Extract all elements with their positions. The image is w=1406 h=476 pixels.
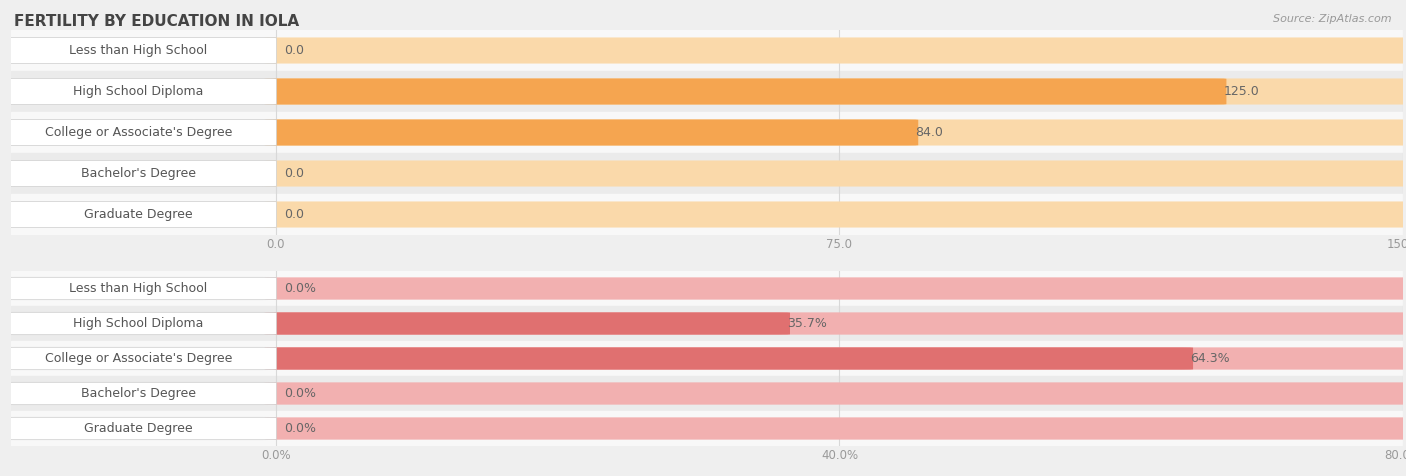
FancyBboxPatch shape: [0, 312, 277, 335]
FancyBboxPatch shape: [0, 417, 277, 440]
FancyBboxPatch shape: [264, 347, 1194, 370]
Text: 64.3%: 64.3%: [1191, 352, 1230, 365]
FancyBboxPatch shape: [264, 119, 1406, 146]
FancyBboxPatch shape: [264, 347, 1406, 370]
FancyBboxPatch shape: [264, 312, 790, 335]
FancyBboxPatch shape: [264, 201, 1406, 228]
FancyBboxPatch shape: [0, 79, 277, 105]
Text: High School Diploma: High School Diploma: [73, 85, 204, 98]
FancyBboxPatch shape: [0, 160, 277, 187]
Text: College or Associate's Degree: College or Associate's Degree: [45, 352, 232, 365]
FancyBboxPatch shape: [264, 79, 1406, 105]
Text: 0.0%: 0.0%: [284, 422, 316, 435]
FancyBboxPatch shape: [264, 160, 1406, 187]
Text: Graduate Degree: Graduate Degree: [84, 422, 193, 435]
FancyBboxPatch shape: [264, 119, 918, 146]
Text: Source: ZipAtlas.com: Source: ZipAtlas.com: [1274, 14, 1392, 24]
Text: FERTILITY BY EDUCATION IN IOLA: FERTILITY BY EDUCATION IN IOLA: [14, 14, 299, 30]
Bar: [11, 411, 1403, 446]
Bar: [11, 153, 1403, 194]
Text: Graduate Degree: Graduate Degree: [84, 208, 193, 221]
Text: 125.0: 125.0: [1223, 85, 1260, 98]
Bar: [11, 194, 1403, 235]
Text: Less than High School: Less than High School: [69, 44, 208, 57]
FancyBboxPatch shape: [264, 278, 1406, 299]
Bar: [11, 112, 1403, 153]
Text: Bachelor's Degree: Bachelor's Degree: [80, 387, 195, 400]
FancyBboxPatch shape: [264, 417, 1406, 440]
FancyBboxPatch shape: [264, 38, 1406, 63]
FancyBboxPatch shape: [0, 201, 277, 228]
Text: High School Diploma: High School Diploma: [73, 317, 204, 330]
Text: Less than High School: Less than High School: [69, 282, 208, 295]
Text: 0.0: 0.0: [284, 208, 304, 221]
Text: 84.0: 84.0: [915, 126, 943, 139]
FancyBboxPatch shape: [0, 119, 277, 146]
FancyBboxPatch shape: [264, 382, 1406, 405]
FancyBboxPatch shape: [0, 278, 277, 300]
Text: 0.0: 0.0: [284, 44, 304, 57]
Bar: [11, 271, 1403, 306]
Bar: [11, 306, 1403, 341]
FancyBboxPatch shape: [0, 38, 277, 64]
Text: College or Associate's Degree: College or Associate's Degree: [45, 126, 232, 139]
Text: 35.7%: 35.7%: [787, 317, 827, 330]
Bar: [11, 376, 1403, 411]
FancyBboxPatch shape: [264, 79, 1226, 105]
Text: Bachelor's Degree: Bachelor's Degree: [80, 167, 195, 180]
Bar: [11, 71, 1403, 112]
Text: 0.0: 0.0: [284, 167, 304, 180]
Bar: [11, 341, 1403, 376]
Text: 0.0%: 0.0%: [284, 387, 316, 400]
Text: 0.0%: 0.0%: [284, 282, 316, 295]
FancyBboxPatch shape: [0, 382, 277, 405]
Bar: [11, 30, 1403, 71]
FancyBboxPatch shape: [0, 347, 277, 370]
FancyBboxPatch shape: [264, 312, 1406, 335]
